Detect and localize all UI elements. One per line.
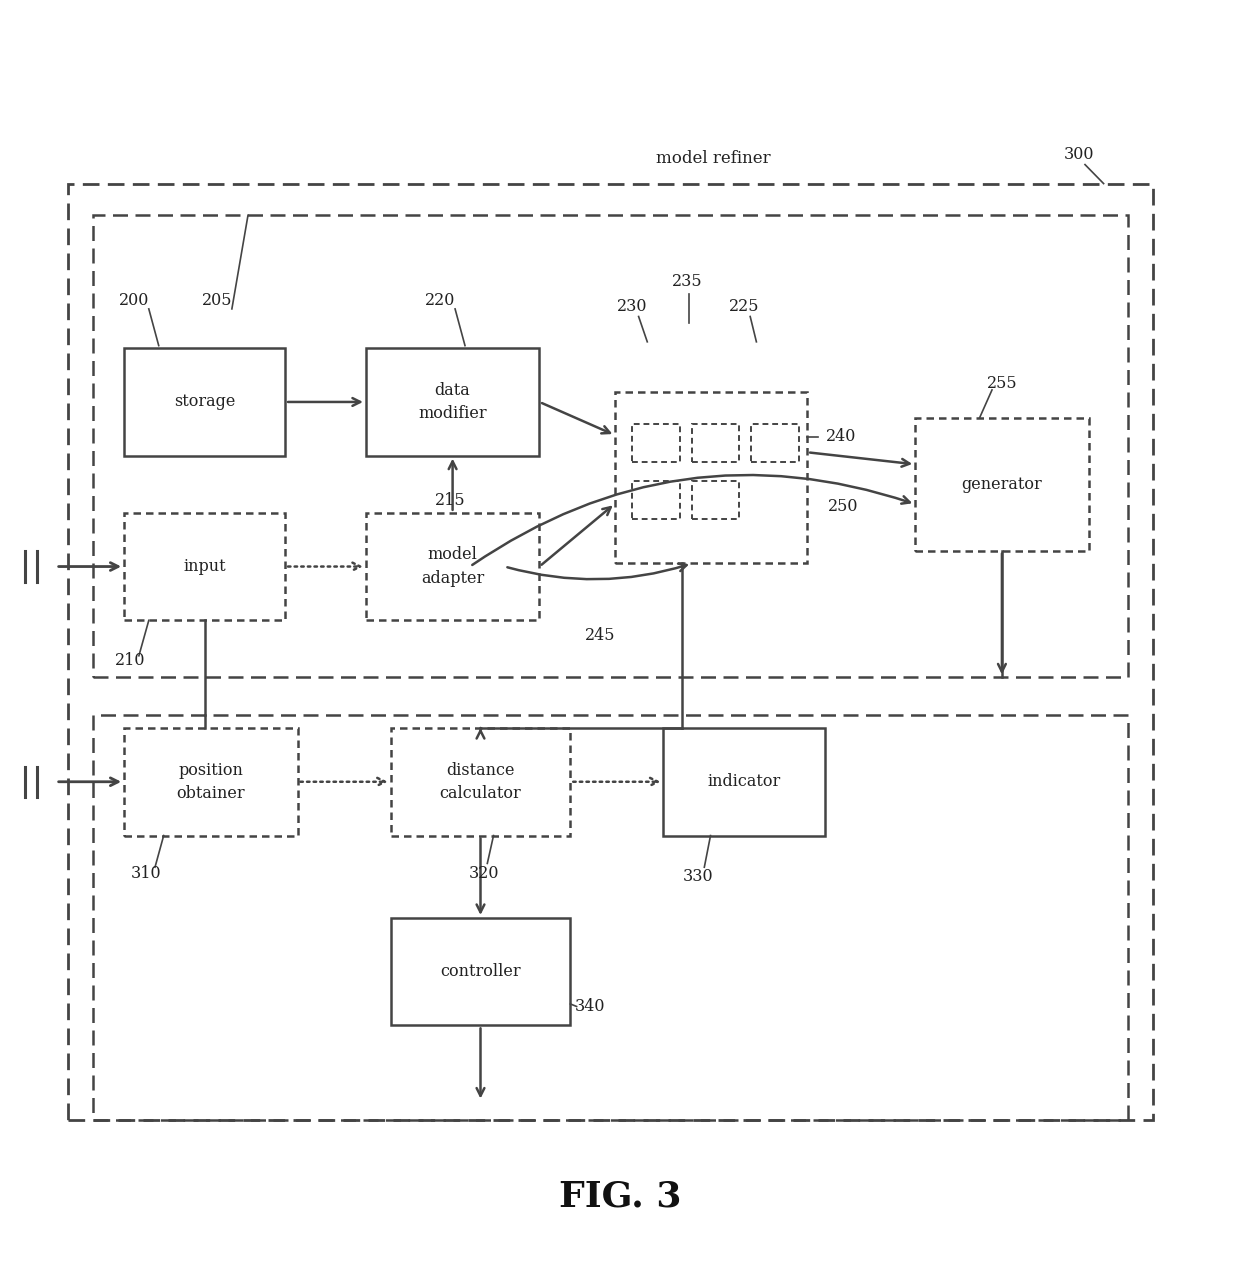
Text: 220: 220 bbox=[425, 291, 455, 309]
Text: input: input bbox=[184, 558, 226, 575]
Bar bbox=[632, 424, 680, 462]
Text: data
modifier: data modifier bbox=[418, 382, 487, 422]
Text: 300: 300 bbox=[1064, 146, 1094, 163]
Text: generator: generator bbox=[961, 476, 1043, 492]
Text: 320: 320 bbox=[469, 865, 498, 882]
Text: 235: 235 bbox=[672, 272, 702, 290]
Bar bbox=[366, 513, 539, 620]
Text: 310: 310 bbox=[131, 865, 161, 882]
Bar bbox=[692, 424, 739, 462]
Text: 240: 240 bbox=[826, 428, 856, 446]
Bar bbox=[391, 728, 570, 836]
Bar bbox=[93, 715, 1128, 1120]
Bar bbox=[68, 184, 1153, 1120]
Text: 210: 210 bbox=[115, 652, 145, 670]
Text: 200: 200 bbox=[119, 291, 149, 309]
Text: 215: 215 bbox=[435, 491, 465, 509]
Bar bbox=[663, 728, 825, 836]
Bar bbox=[124, 513, 285, 620]
Text: 330: 330 bbox=[683, 867, 713, 885]
Bar bbox=[124, 728, 298, 836]
Bar bbox=[615, 392, 807, 563]
Text: controller: controller bbox=[440, 963, 521, 980]
Text: 230: 230 bbox=[618, 298, 647, 315]
Text: storage: storage bbox=[174, 394, 236, 410]
Bar bbox=[915, 418, 1089, 551]
Bar bbox=[124, 348, 285, 456]
Text: model refiner: model refiner bbox=[656, 149, 770, 167]
Text: 245: 245 bbox=[585, 627, 615, 644]
Text: 205: 205 bbox=[202, 291, 232, 309]
Bar bbox=[751, 424, 799, 462]
Bar bbox=[93, 215, 1128, 677]
Text: distance
calculator: distance calculator bbox=[440, 762, 521, 801]
Bar bbox=[391, 918, 570, 1025]
Text: indicator: indicator bbox=[707, 774, 781, 790]
Bar bbox=[692, 481, 739, 519]
Bar bbox=[632, 481, 680, 519]
Text: 225: 225 bbox=[729, 298, 759, 315]
Text: 340: 340 bbox=[575, 998, 605, 1015]
Text: position
obtainer: position obtainer bbox=[176, 762, 246, 801]
Bar bbox=[366, 348, 539, 456]
Text: 250: 250 bbox=[828, 498, 858, 515]
Text: model
adapter: model adapter bbox=[420, 547, 485, 586]
Text: FIG. 3: FIG. 3 bbox=[559, 1180, 681, 1213]
Text: 255: 255 bbox=[987, 375, 1017, 392]
